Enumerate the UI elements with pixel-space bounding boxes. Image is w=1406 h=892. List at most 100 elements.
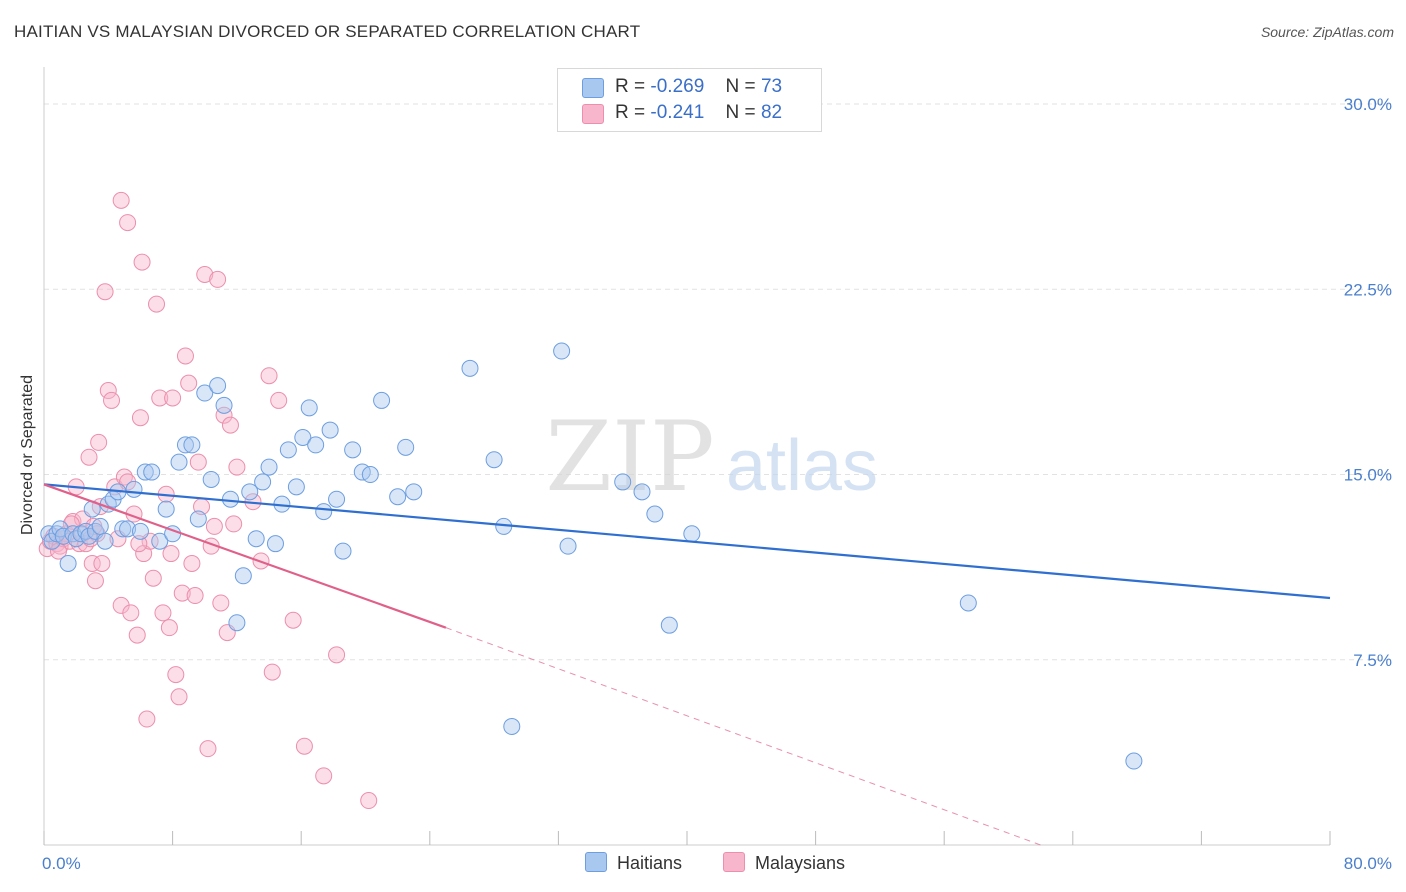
haitians-point [633, 483, 651, 501]
malaysians-point [80, 448, 98, 466]
malaysians-point [164, 389, 182, 407]
malaysians-point [170, 688, 188, 706]
trend-lines [43, 483, 1331, 846]
malaysians-point [93, 554, 111, 572]
malaysians-point [154, 604, 172, 622]
haitians-points [40, 342, 1143, 770]
haitians-point [553, 342, 571, 360]
malaysians-point [180, 374, 198, 392]
malaysians-point [221, 416, 239, 434]
malaysians-point [215, 406, 233, 424]
legend-r-label: R = [615, 102, 646, 123]
haitians-point [959, 594, 977, 612]
y-tick-label: 7.5% [1353, 651, 1392, 670]
haitians-point [361, 466, 379, 484]
haitians-point [334, 542, 352, 560]
haitians-point [279, 441, 297, 459]
malaysians-point [64, 512, 82, 530]
haitians-point [59, 554, 77, 572]
malaysians-point [138, 710, 156, 728]
malaysians-legend-swatch [723, 852, 745, 872]
malaysians-point [90, 433, 108, 451]
malaysians-point [99, 382, 117, 400]
haitians-point [170, 453, 188, 471]
haitians-point [315, 503, 333, 521]
haitians-point [241, 483, 259, 501]
malaysians-point [284, 611, 302, 629]
malaysians-point [263, 663, 281, 681]
tick-labels: 7.5% 15.0% 22.5% 30.0% 0.0% 80.0% [42, 95, 1392, 873]
haitians-point [119, 520, 137, 538]
watermark-atlas: atlas [726, 426, 878, 506]
legend-r-label: R = [615, 76, 646, 97]
haitians-point [247, 530, 265, 548]
legend-n-value: 82 [760, 102, 783, 123]
y-tick-label: 30.0% [1344, 95, 1392, 114]
haitians-point [228, 614, 246, 632]
haitians-legend-swatch [585, 852, 607, 872]
malaysians-point [209, 270, 227, 288]
haitians-point [503, 717, 521, 735]
haitians-point [143, 463, 161, 481]
malaysians-trend-extension [445, 627, 1041, 846]
malaysians-swatch [582, 104, 604, 124]
malaysians-point [128, 626, 146, 644]
haitians-point [287, 478, 305, 496]
haitians-point [196, 384, 214, 402]
malaysians-point [199, 740, 217, 758]
malaysians-point [328, 646, 346, 664]
x-tick-label: 80.0% [1344, 854, 1392, 873]
haitians-point [373, 391, 391, 409]
malaysians-point [144, 569, 162, 587]
malaysians-point [315, 767, 333, 785]
malaysians-point [360, 792, 378, 810]
malaysians-point [151, 389, 169, 407]
haitians-point [266, 535, 284, 553]
haitians-point [221, 490, 239, 508]
haitians-point [125, 480, 143, 498]
malaysians-point [295, 737, 313, 755]
haitians-point [321, 421, 339, 439]
haitians-point [183, 436, 201, 454]
haitians-legend-label: Haitians [617, 853, 683, 873]
x-tick-label: 0.0% [42, 854, 81, 873]
haitians-point [307, 436, 325, 454]
malaysians-point [212, 594, 230, 612]
haitians-point [660, 616, 678, 634]
haitians-swatch [582, 78, 604, 98]
haitians-point [300, 399, 318, 417]
malaysians-point [205, 517, 223, 535]
legend-n-value: 73 [760, 76, 783, 97]
malaysians-point [119, 214, 137, 232]
stats-legend: R = -0.269 N = 73 R = -0.241 N = 82 [557, 68, 822, 132]
chart-source: Source: ZipAtlas.com [1260, 24, 1394, 40]
legend-r-value: -0.241 [650, 102, 705, 123]
haitians-point [215, 396, 233, 414]
haitians-point [485, 451, 503, 469]
malaysians-point [160, 619, 178, 637]
haitians-point [176, 436, 194, 454]
malaysians-point [130, 535, 148, 553]
haitians-point [91, 517, 109, 535]
haitians-point [344, 441, 362, 459]
y-tick-label: 15.0% [1344, 466, 1392, 485]
legend-r-value: -0.269 [650, 76, 705, 97]
haitians-point [559, 537, 577, 555]
watermark-zip: ZIP [545, 401, 714, 513]
haitians-point [397, 438, 415, 456]
haitians-point [189, 510, 207, 528]
haitians-point [1125, 752, 1143, 770]
malaysians-point [176, 347, 194, 365]
haitians-point [209, 377, 227, 395]
haitians-point [405, 483, 423, 501]
malaysians-point [122, 604, 140, 622]
malaysians-point [173, 584, 191, 602]
chart-title: HAITIAN VS MALAYSIAN DIVORCED OR SEPARAT… [14, 22, 641, 41]
bottom-legend-haitians: Haitians [585, 852, 682, 874]
malaysians-point [196, 265, 214, 283]
axes [43, 67, 1331, 846]
malaysians-point [131, 409, 149, 427]
haitians-point [614, 473, 632, 491]
malaysians-point [183, 554, 201, 572]
